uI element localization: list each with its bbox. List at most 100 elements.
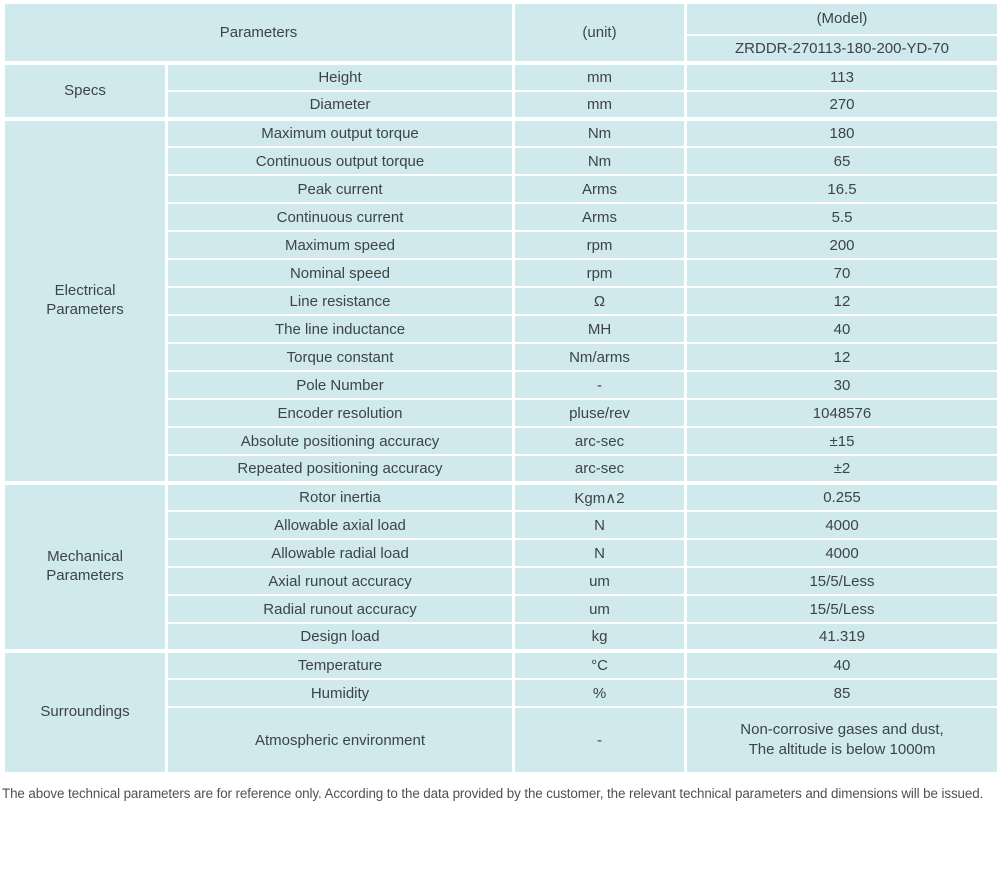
table-row: Continuous current Arms 5.5 [4, 202, 999, 232]
table-row: Electrical Parameters Maximum output tor… [2, 117, 999, 484]
table-row: Allowable radial load N 4000 [4, 538, 999, 568]
param-name-cell: Axial runout accuracy [165, 566, 515, 596]
table-row: Radial runout accuracy um 15/5/Less [4, 594, 999, 624]
param-name-cell: Peak current [165, 174, 515, 204]
unit-cell: Nm [512, 146, 687, 176]
value-cell: 30 [684, 370, 999, 400]
value-cell: 70 [684, 258, 999, 288]
unit-cell: MH [512, 314, 687, 344]
table-row: Torque constant Nm/arms 12 [4, 342, 999, 372]
table-row: Design load kg 41.319 [4, 622, 999, 652]
unit-cell: arc-sec [512, 426, 687, 456]
param-name-cell: Rotor inertia [165, 481, 515, 512]
value-cell: 1048576 [684, 398, 999, 428]
table-row: Pole Number - 30 [4, 370, 999, 400]
unit-cell: arc-sec [512, 454, 687, 484]
unit-cell: rpm [512, 258, 687, 288]
param-name-cell: Humidity [165, 678, 515, 708]
value-cell: 40 [684, 649, 999, 680]
value-cell: 15/5/Less [684, 566, 999, 596]
value-cell: 180 [684, 117, 999, 148]
unit-cell: Kgm∧2 [512, 481, 687, 512]
param-name-cell: Nominal speed [165, 258, 515, 288]
value-cell: 40 [684, 314, 999, 344]
param-name-cell: Pole Number [165, 370, 515, 400]
value-cell: 4000 [684, 510, 999, 540]
table-row: Mechanical Parameters Rotor inertia Kgm∧… [2, 481, 999, 652]
spec-table: Parameters (unit) (Model) ZRDDR-270113-1… [2, 2, 999, 774]
table-row: Maximum speed rpm 200 [4, 230, 999, 260]
model-number-cell: ZRDDR-270113-180-200-YD-70 [684, 33, 999, 65]
unit-cell: °C [512, 649, 687, 680]
unit-cell: um [512, 566, 687, 596]
unit-cell: Ω [512, 286, 687, 316]
unit-cell: mm [512, 61, 687, 92]
table-row: Allowable axial load N 4000 [4, 510, 999, 540]
table-row: Continuous output torque Nm 65 [4, 146, 999, 176]
footnote-text: The above technical parameters are for r… [2, 786, 984, 801]
table-row: Specs Height mm 113 [2, 61, 999, 120]
unit-cell: N [512, 510, 687, 540]
table-row: Absolute positioning accuracy arc-sec ±1… [4, 426, 999, 456]
unit-cell: - [512, 706, 687, 774]
table-row: The line inductance MH 40 [4, 314, 999, 344]
value-cell: 65 [684, 146, 999, 176]
unit-cell: um [512, 594, 687, 624]
param-name-cell: Height [165, 61, 515, 92]
value-cell: 5.5 [684, 202, 999, 232]
value-cell: ±15 [684, 426, 999, 456]
param-name-cell: Continuous current [165, 202, 515, 232]
unit-cell: pluse/rev [512, 398, 687, 428]
param-name-cell: Atmospheric environment [165, 706, 515, 774]
table-row: Peak current Arms 16.5 [4, 174, 999, 204]
table-row: Repeated positioning accuracy arc-sec ±2 [4, 454, 999, 484]
value-cell: 200 [684, 230, 999, 260]
unit-cell: kg [512, 622, 687, 652]
table-header-row-2: ZRDDR-270113-180-200-YD-70 [4, 33, 999, 65]
table-row: Nominal speed rpm 70 [4, 258, 999, 288]
value-cell: 270 [684, 90, 999, 120]
value-cell: 12 [684, 342, 999, 372]
table-row: Axial runout accuracy um 15/5/Less [4, 566, 999, 596]
param-name-cell: The line inductance [165, 314, 515, 344]
param-name-cell: Maximum speed [165, 230, 515, 260]
param-name-cell: Radial runout accuracy [165, 594, 515, 624]
table-header-row-1: Parameters (unit) (Model) [2, 2, 999, 64]
table-row: Surroundings Temperature °C 40 [2, 649, 999, 774]
value-cell: 0.255 [684, 481, 999, 512]
value-cell: 4000 [684, 538, 999, 568]
param-name-cell: Encoder resolution [165, 398, 515, 428]
table-row: Diameter mm 270 [4, 90, 999, 120]
param-name-cell: Torque constant [165, 342, 515, 372]
value-cell: 15/5/Less [684, 594, 999, 624]
value-cell: 85 [684, 678, 999, 708]
param-name-cell: Line resistance [165, 286, 515, 316]
unit-cell: Nm/arms [512, 342, 687, 372]
table-row: Humidity % 85 [4, 678, 999, 708]
table-row: Line resistance Ω 12 [4, 286, 999, 316]
unit-cell: mm [512, 90, 687, 120]
unit-cell: Arms [512, 174, 687, 204]
section-label-surroundings: Surroundings [2, 649, 168, 774]
value-cell: 12 [684, 286, 999, 316]
value-cell: 16.5 [684, 174, 999, 204]
section-label-mechanical: Mechanical Parameters [2, 481, 168, 652]
param-name-cell: Continuous output torque [165, 146, 515, 176]
unit-cell: Nm [512, 117, 687, 148]
table-row: Atmospheric environment - Non-corrosive … [4, 706, 999, 774]
param-name-cell: Temperature [165, 649, 515, 680]
param-name-cell: Diameter [165, 90, 515, 120]
param-name-cell: Design load [165, 622, 515, 652]
param-name-cell: Allowable radial load [165, 538, 515, 568]
param-name-cell: Repeated positioning accuracy [165, 454, 515, 484]
model-header-cell: (Model) [684, 2, 999, 36]
value-cell: ±2 [684, 454, 999, 484]
unit-cell: N [512, 538, 687, 568]
value-cell: 113 [684, 61, 999, 92]
parameters-header-cell: Parameters [2, 2, 515, 64]
section-label-specs: Specs [2, 61, 168, 120]
param-name-cell: Maximum output torque [165, 117, 515, 148]
param-name-cell: Allowable axial load [165, 510, 515, 540]
table-row: Encoder resolution pluse/rev 1048576 [4, 398, 999, 428]
